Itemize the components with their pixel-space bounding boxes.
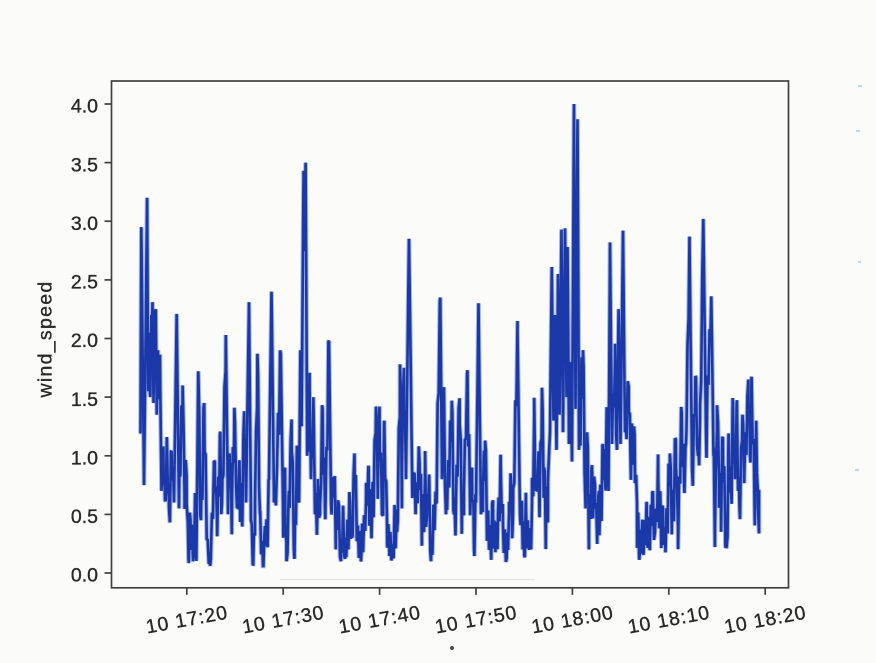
svg-text:4.0: 4.0 <box>71 96 98 118</box>
svg-text:3.5: 3.5 <box>71 154 98 176</box>
svg-text:0.5: 0.5 <box>71 506 98 528</box>
svg-text:1.5: 1.5 <box>71 389 98 411</box>
svg-text:0.0: 0.0 <box>71 565 98 587</box>
svg-text:2.5: 2.5 <box>71 272 98 294</box>
svg-text:wind_speed: wind_speed <box>35 280 57 398</box>
svg-text:1.0: 1.0 <box>71 447 98 469</box>
svg-text:2.0: 2.0 <box>71 330 98 352</box>
svg-text:3.0: 3.0 <box>71 213 98 235</box>
